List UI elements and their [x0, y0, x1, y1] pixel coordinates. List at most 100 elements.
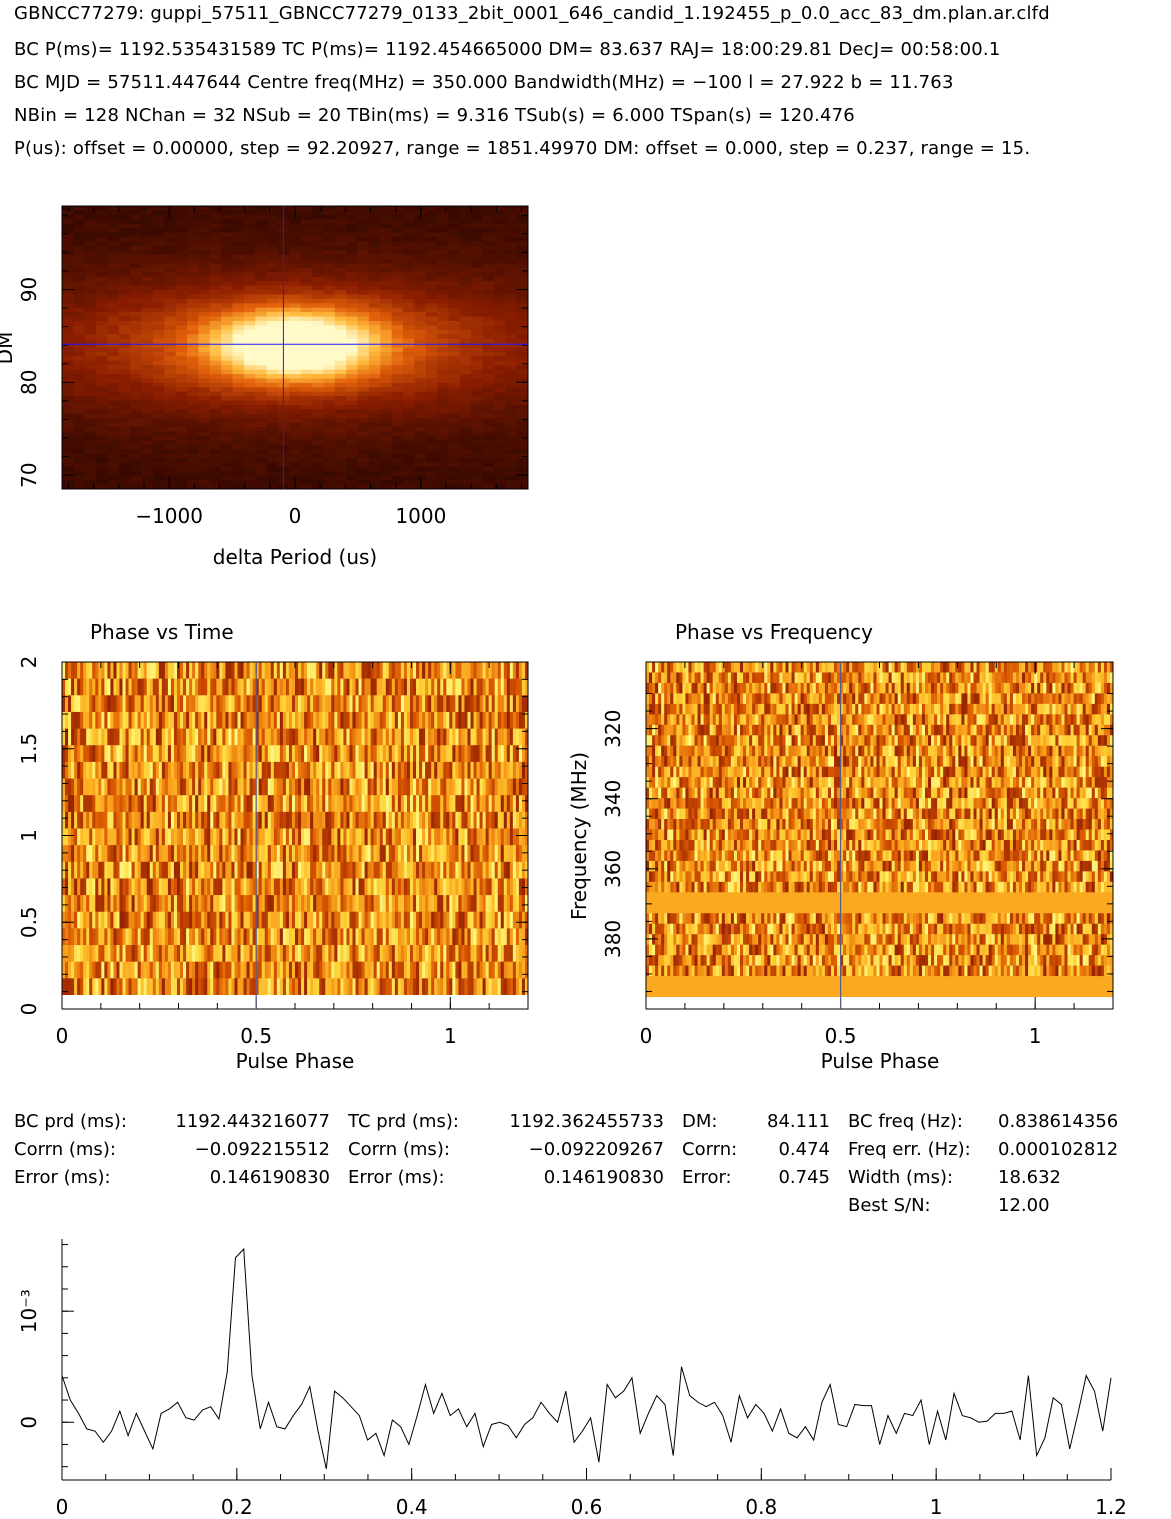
heatmap-cell [213, 678, 217, 696]
heatmap-cell [313, 695, 317, 713]
heatmap-cell [391, 245, 404, 251]
heatmap-cell [164, 484, 177, 489]
heatmap-cell [152, 440, 165, 446]
heatmap-cell [95, 711, 99, 730]
heatmap-cell [295, 711, 299, 730]
heatmap-cell [376, 811, 381, 829]
heatmap-cell [334, 232, 347, 238]
heatmap-cell [62, 878, 66, 896]
heatmap-cell [175, 471, 188, 477]
heatmap-cell [312, 435, 325, 441]
heatmap-cell [110, 745, 114, 763]
heatmap-cell [459, 466, 472, 472]
heatmap-cell [323, 444, 336, 450]
heatmap-cell [493, 400, 506, 406]
heatmap-cell [409, 845, 414, 863]
heatmap-cell [413, 761, 417, 780]
heatmap-cell [183, 728, 187, 746]
heatmap-cell [300, 343, 313, 349]
heatmap-cell [291, 828, 296, 846]
heatmap-cell [187, 360, 199, 366]
heatmap-cell [346, 391, 359, 397]
heatmap-cell [130, 259, 143, 265]
heatmap-cell [167, 761, 172, 780]
heatmap-cell [310, 695, 314, 713]
heatmap-cell [455, 845, 459, 863]
heatmap-cell [310, 728, 314, 746]
heatmap-cell [175, 360, 188, 366]
heatmap-cell [464, 745, 468, 763]
heatmap-cell [464, 662, 468, 680]
heatmap-cell [62, 427, 74, 433]
heatmap-cell [232, 254, 245, 260]
heatmap-cell [288, 828, 293, 846]
heatmap-cell [84, 276, 97, 282]
heatmap-cell [65, 811, 69, 829]
heatmap-cell [505, 281, 518, 287]
heatmap-cell [201, 711, 205, 730]
heatmap-cell [471, 272, 484, 278]
heatmap-cell [279, 861, 284, 879]
heatmap-cell [370, 711, 375, 730]
heatmap-cell [221, 316, 234, 322]
heatmap-cell [437, 250, 450, 256]
heatmap-cell [334, 285, 347, 291]
heatmap-cell [476, 745, 481, 763]
heatmap-cell [307, 828, 311, 846]
heatmap-cell [73, 347, 86, 353]
heatmap-cell [334, 409, 347, 415]
heatmap-cell [266, 435, 279, 441]
heatmap-cell [204, 811, 208, 829]
heatmap-cell [131, 845, 136, 863]
heatmap-cell [164, 466, 177, 472]
heatmap-cell [402, 263, 415, 269]
heatmap-cell [452, 828, 456, 846]
heatmap-cell [368, 453, 381, 459]
heatmap-cell [391, 449, 404, 455]
heatmap-cell [164, 728, 169, 746]
heatmap-cell [285, 695, 290, 713]
heatmap-cell [288, 878, 293, 896]
heatmap-cell [95, 662, 99, 680]
heatmap-cell [277, 440, 290, 446]
heatmap-cell [414, 369, 427, 375]
heatmap-cell [289, 223, 302, 229]
heatmap-cell [243, 484, 256, 489]
heatmap-cell [346, 369, 359, 375]
heatmap-cell [413, 845, 417, 863]
heatmap-cell [437, 228, 450, 234]
heatmap-cell [255, 290, 268, 296]
heatmap-cell [92, 662, 96, 680]
heatmap-cell [134, 745, 139, 763]
heatmap-cell [437, 471, 450, 477]
heatmap-cell [414, 404, 427, 410]
heatmap-cell [173, 761, 178, 780]
heatmap-cell [289, 272, 302, 278]
heatmap-cell [158, 828, 163, 846]
heatmap-cell [187, 347, 199, 353]
heatmap-cell [107, 427, 120, 433]
heatmap-cell [391, 678, 396, 696]
heatmap-cell [505, 214, 518, 220]
heatmap-cell [471, 303, 484, 309]
heatmap-cell [96, 449, 109, 455]
heatmap-cell [364, 711, 369, 730]
heatmap-cell [237, 878, 242, 896]
heatmap-cell [467, 695, 472, 713]
heatmap-cell [505, 409, 518, 415]
heatmap-cell [222, 711, 226, 730]
heatmap-cell [334, 219, 347, 225]
heatmap-cell [277, 219, 290, 225]
heatmap-cell [312, 378, 325, 384]
heatmap-cell [331, 662, 335, 680]
heatmap-cell [428, 745, 432, 763]
heatmap-cell [307, 678, 311, 696]
heatmap-cell [337, 662, 341, 680]
heatmap-cell [482, 458, 495, 464]
heatmap-cell [340, 695, 344, 713]
heatmap-cell [367, 678, 372, 696]
heatmap-cell [455, 711, 459, 730]
heatmap-cell [221, 369, 234, 375]
heatmap-cell [273, 678, 278, 696]
heatmap-cell [232, 347, 245, 353]
